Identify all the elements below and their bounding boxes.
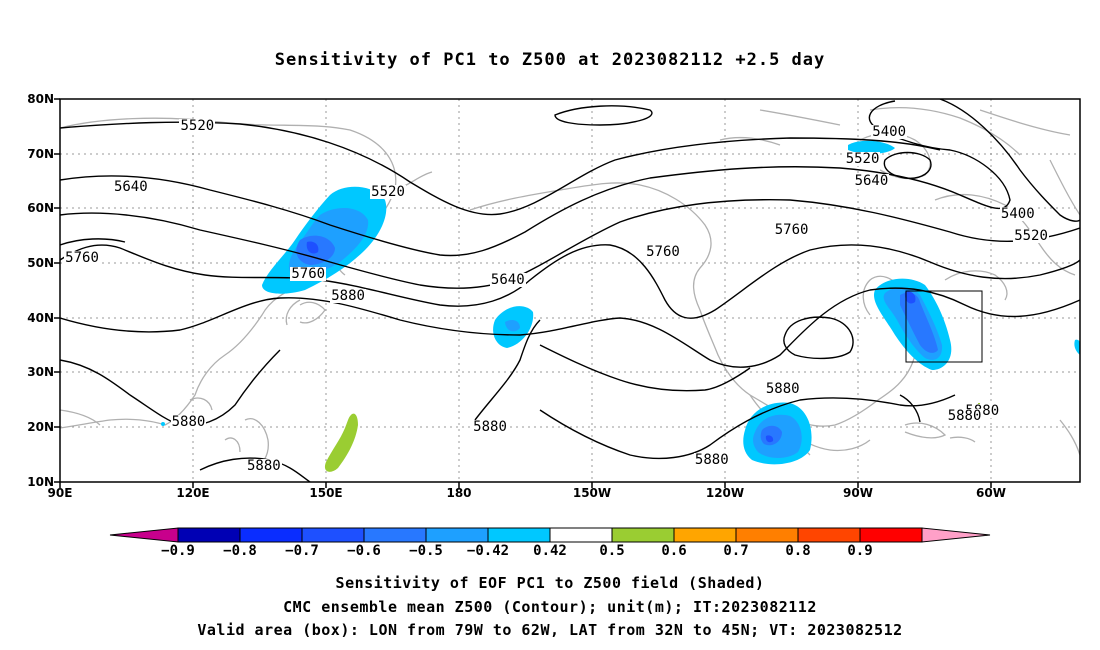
contour-label: 5640 [489, 271, 526, 288]
colorbar-swatch [363, 527, 427, 543]
contour-label: 5640 [112, 178, 149, 195]
contour-label: 5760 [290, 266, 327, 283]
contour-label: 5400 [999, 205, 1036, 222]
lon-label: 150E [309, 486, 343, 500]
colorbar-swatch [611, 527, 675, 543]
caption-line-3: Valid area (box): LON from 79W to 62W, L… [197, 621, 903, 639]
lat-label: 80N [27, 92, 54, 106]
colorbar-swatch [301, 527, 365, 543]
lon-label: 120E [176, 486, 210, 500]
contour-label: 5880 [330, 287, 366, 304]
contour-label: 5520 [844, 151, 881, 168]
valid-area-box [905, 290, 983, 363]
colorbar-label: 0.5 [599, 543, 625, 559]
colorbar-right-triangle [921, 527, 991, 543]
map-frame [59, 98, 1081, 483]
colorbar-label: −0.42 [466, 543, 510, 559]
colorbar-label: 0.42 [533, 543, 567, 559]
z500-contours [60, 99, 1080, 482]
lat-label: 40N [27, 311, 54, 325]
colorbar-left-triangle [109, 527, 179, 543]
contour-label: 5400 [871, 123, 908, 140]
lat-label: 20N [27, 420, 54, 434]
contour-label: 5880 [946, 408, 983, 425]
colorbar-swatch [425, 527, 489, 543]
contour-label: 5880 [764, 380, 801, 397]
lat-label: 10N [27, 475, 54, 489]
colorbar-swatch [859, 527, 923, 543]
lon-label: 120W [705, 486, 745, 500]
contour-label: 5880 [170, 413, 207, 430]
colorbar-label: 0.7 [723, 543, 749, 559]
contour-label: 5760 [773, 222, 810, 239]
colorbar-label: −0.6 [347, 543, 381, 559]
lon-label: 90W [843, 486, 873, 500]
contour-label: 5760 [64, 249, 100, 266]
caption-line-2: CMC ensemble mean Z500 (Contour); unit(m… [283, 598, 817, 616]
contour-label: 5880 [246, 457, 282, 474]
colorbar-swatch [673, 527, 737, 543]
colorbar-swatch [735, 527, 799, 543]
contour-label: 5520 [370, 184, 406, 200]
lon-label: 180 [446, 486, 472, 500]
axis-ticks [54, 98, 992, 488]
lon-label: 90E [47, 486, 73, 500]
contour-label: 5880 [472, 419, 508, 436]
colorbar-swatch [549, 527, 613, 543]
colorbar-label: −0.7 [285, 543, 319, 559]
colorbar-label: 0.9 [847, 543, 873, 559]
colorbar-label: 0.8 [785, 543, 811, 559]
lat-label: 60N [27, 201, 54, 215]
colorbar-label: −0.8 [223, 543, 257, 559]
map-title: Sensitivity of PC1 to Z500 at 2023082112… [274, 50, 826, 70]
sensitivity-shading [161, 140, 1080, 472]
lat-label: 70N [27, 147, 54, 161]
colorbar-label: −0.5 [409, 543, 443, 559]
colorbar [109, 527, 991, 543]
contour-label: 5520 [179, 118, 216, 135]
colorbar-swatch [797, 527, 861, 543]
lon-label: 150W [572, 486, 612, 500]
colorbar-label: 0.6 [661, 543, 687, 559]
lon-label: 60W [976, 486, 1006, 500]
contour-label: 5760 [645, 244, 681, 261]
gridlines [60, 99, 1080, 482]
colorbar-swatch [487, 527, 551, 543]
contour-label: 5520 [1013, 227, 1049, 244]
colorbar-swatch [239, 527, 303, 543]
colorbar-label: −0.9 [161, 543, 195, 559]
colorbar-swatch [177, 527, 241, 543]
lat-label: 50N [27, 256, 54, 270]
caption-line-1: Sensitivity of EOF PC1 to Z500 field (Sh… [335, 574, 765, 592]
lat-label: 30N [27, 365, 54, 379]
contour-label: 5640 [853, 173, 890, 190]
contour-label: 5880 [693, 452, 730, 469]
